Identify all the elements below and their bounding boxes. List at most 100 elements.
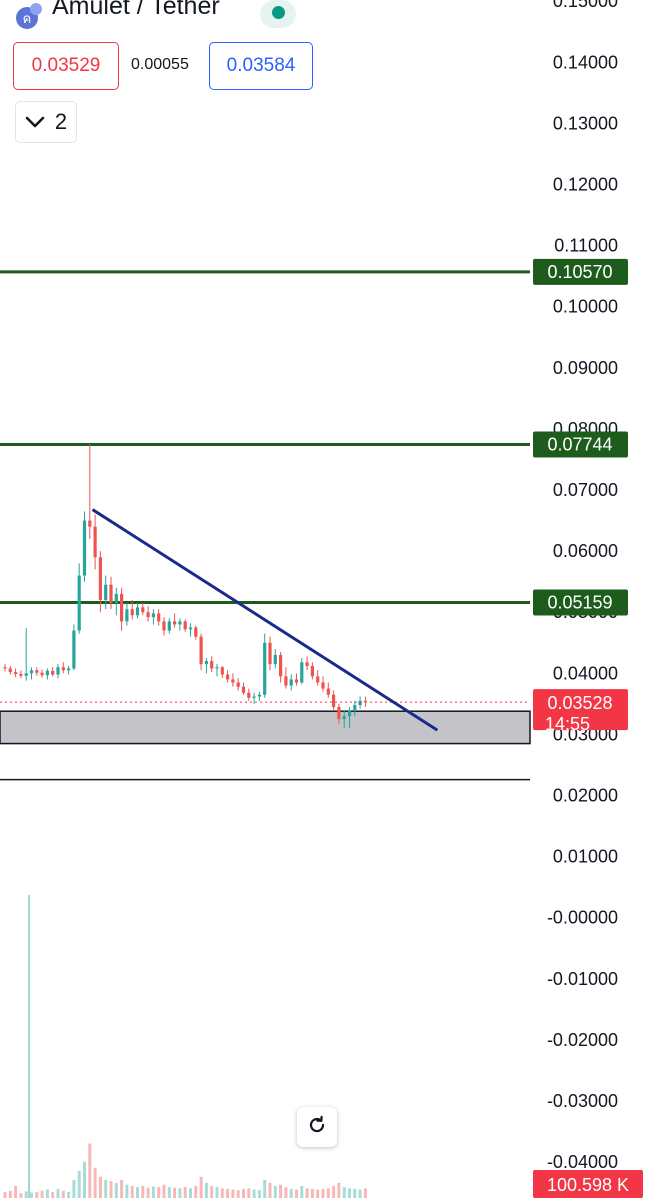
volume-bar [56, 1188, 60, 1198]
candle-body [82, 520, 87, 576]
volume-bar [67, 1191, 71, 1198]
candle-body [45, 670, 49, 676]
y-axis-tick-label: -0.03000 [547, 1091, 618, 1111]
y-axis-tick-label: 0.09000 [553, 358, 618, 378]
level-price-badge [533, 258, 628, 285]
volume-bar [321, 1188, 325, 1198]
volume-value-label: 100.598 K [547, 1175, 629, 1195]
price-axis[interactable]: 0.15000 0.14000 0.13000 0.12000 0.11000 0.100… [547, 0, 618, 1172]
volume-bar [8, 1190, 12, 1198]
volume-bar [284, 1187, 288, 1198]
indicator-count: 2 [54, 109, 68, 134]
buy-price-button[interactable]: 0.03584 [209, 42, 313, 90]
volume-bar [236, 1190, 240, 1198]
y-axis-tick-label: 0.04000 [553, 663, 618, 683]
candle-body [114, 593, 118, 604]
sell-price-button[interactable]: 0.03529 [13, 42, 119, 90]
candle-body [326, 688, 330, 695]
support-zone[interactable] [0, 710, 531, 745]
volume-bar [30, 1192, 33, 1198]
volume-bar [40, 1190, 44, 1198]
market-status-pill[interactable] [260, 0, 296, 28]
volume-bar [19, 1193, 23, 1198]
volume-bar [189, 1188, 192, 1198]
candle-body [40, 672, 44, 676]
candle-body [236, 682, 240, 687]
volume-bar [104, 1179, 108, 1198]
candle-body [135, 607, 140, 616]
market-open-dot-icon [272, 6, 285, 19]
reset-chart-button[interactable] [297, 1107, 337, 1147]
volume-bar [77, 1170, 81, 1198]
trend-layer [91, 508, 439, 732]
svg-text:ค: ค [23, 12, 32, 27]
candle-body [194, 627, 198, 637]
volume-bar [157, 1187, 161, 1198]
amulet-logo-icon: ค [15, 2, 43, 30]
candle-body [183, 621, 187, 630]
y-axis-tick-label: 0.12000 [553, 175, 618, 195]
volume-bar [162, 1184, 166, 1198]
candle-body [199, 636, 203, 665]
candle-body [120, 593, 124, 622]
candle-body [231, 679, 235, 683]
volume-bar [178, 1188, 182, 1198]
candle-body [353, 705, 357, 710]
candle-body [29, 670, 34, 674]
volume-bar [305, 1188, 309, 1198]
indicators-collapse-button[interactable]: 2 [15, 101, 77, 143]
candle-body [316, 676, 320, 683]
y-axis-tick-label: 0.07000 [553, 480, 618, 500]
candle-body [247, 692, 251, 698]
candle-body [51, 670, 55, 675]
candle-body [358, 700, 362, 706]
volume-bar [226, 1188, 230, 1198]
volume-bar [273, 1185, 277, 1198]
candle-body [56, 667, 60, 675]
volume-bar [363, 1188, 367, 1198]
candle-body [19, 673, 23, 676]
candle-body [321, 682, 325, 689]
candle-body [178, 621, 182, 625]
volume-bar [353, 1188, 357, 1198]
level-price-badge [533, 431, 628, 458]
candle-body [347, 709, 352, 717]
volume-bar [310, 1188, 314, 1198]
candle-body [363, 700, 367, 703]
candle-body [35, 670, 39, 673]
volume-value-badge [533, 1170, 643, 1198]
volume-bar [173, 1187, 177, 1198]
volume-bar [342, 1187, 346, 1198]
volume-bar [151, 1186, 155, 1198]
candle-body [157, 613, 161, 622]
volume-bar [242, 1188, 245, 1198]
volume-bar [194, 1185, 198, 1198]
volume-bar [93, 1167, 97, 1198]
candle-body [3, 667, 7, 669]
volume-bar [279, 1184, 283, 1198]
candle-body [93, 526, 97, 558]
candle-body [77, 575, 81, 631]
volume-bar [146, 1187, 150, 1198]
trend-line[interactable] [91, 508, 439, 732]
candle-body [215, 667, 219, 669]
y-axis-tick-label: 0.02000 [553, 786, 618, 806]
level-price-label: 0.07744 [547, 435, 612, 455]
volume-bar [204, 1182, 208, 1198]
candle-body [88, 520, 92, 527]
symbol-title[interactable]: Amulet / Tether [52, 0, 220, 20]
candle-body [130, 609, 134, 616]
volume-bar [316, 1189, 320, 1198]
candle-body [61, 667, 65, 671]
candle-body [162, 621, 166, 631]
candle-layer [3, 444, 367, 729]
last-price-label: 0.03528 [547, 693, 612, 713]
volume-bar [3, 1191, 7, 1198]
volume-bar [130, 1185, 134, 1198]
volume-bar [14, 1185, 18, 1198]
y-axis-tick-label: 0.06000 [553, 541, 618, 561]
volume-bar [141, 1185, 145, 1198]
chevron-down-icon [25, 109, 45, 135]
candle-body [8, 668, 12, 673]
